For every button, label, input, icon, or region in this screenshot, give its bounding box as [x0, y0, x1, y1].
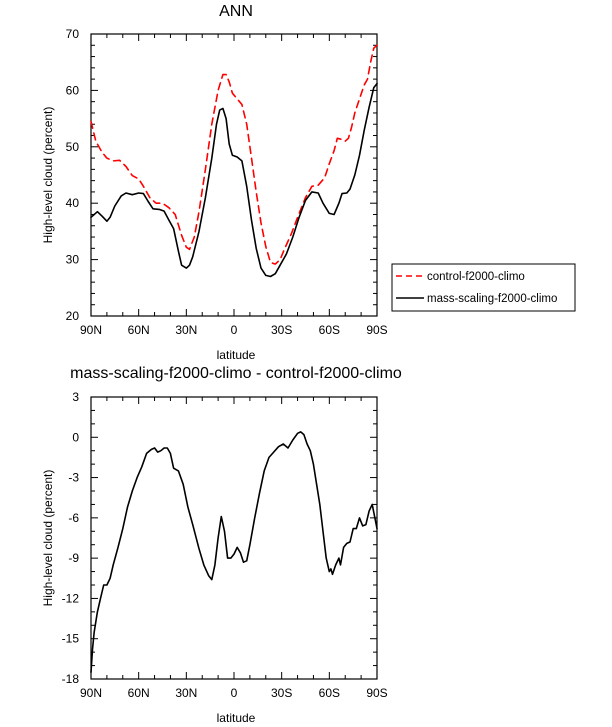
y-tick-label: 40 [66, 196, 80, 210]
y-tick-label: 60 [66, 83, 80, 97]
series-line-mass-scaling-f2000-climo [90, 82, 378, 278]
upper-chart-ylabel: High-level cloud (percent) [41, 107, 55, 244]
x-tick-label: 0 [231, 323, 238, 337]
x-tick-label: 30N [175, 686, 197, 700]
y-tick-label: 0 [72, 430, 79, 444]
lower-chart: mass-scaling-f2000-climo - control-f2000… [41, 365, 402, 725]
y-tick-label: -9 [68, 551, 79, 565]
x-tick-label: 60S [319, 686, 340, 700]
plot-frame [90, 33, 378, 317]
legend-label-control: control-f2000-climo [427, 271, 525, 283]
legend: control-f2000-climo mass-scaling-f2000-c… [391, 263, 576, 312]
x-tick-label: 30S [271, 686, 292, 700]
y-tick-label: 50 [66, 140, 80, 154]
x-tick-label: 90N [80, 323, 102, 337]
x-tick-label: 30N [175, 323, 197, 337]
x-tick-label: 90N [80, 686, 102, 700]
x-tick-label: 60N [128, 323, 150, 337]
y-tick-label: 30 [66, 253, 80, 267]
plot-frame [90, 396, 378, 680]
x-tick-label: 90S [366, 686, 387, 700]
x-tick-label: 90S [366, 323, 387, 337]
x-tick-label: 60N [128, 686, 150, 700]
y-tick-label: -18 [62, 672, 80, 686]
y-tick-label: 20 [66, 309, 80, 323]
lower-chart-xlabel: latitude [217, 711, 256, 725]
lower-chart-title: mass-scaling-f2000-climo - control-f2000… [70, 365, 402, 382]
upper-chart-title: ANN [219, 3, 253, 20]
legend-label-mass-scaling: mass-scaling-f2000-climo [427, 293, 557, 305]
legend-box [391, 263, 576, 312]
y-tick-label: 3 [72, 390, 79, 404]
y-tick-label: -3 [68, 471, 79, 485]
y-tick-label: -6 [68, 511, 79, 525]
lower-chart-ylabel: High-level cloud (percent) [41, 470, 55, 607]
x-tick-label: 30S [271, 323, 292, 337]
y-tick-label: 70 [66, 27, 80, 41]
upper-chart-xlabel: latitude [217, 348, 256, 362]
upper-chart: ANN latitude High-level cloud (percent) … [41, 3, 388, 362]
x-tick-label: 0 [231, 686, 238, 700]
y-tick-label: -12 [62, 591, 80, 605]
series-line-control-f2000-climo [90, 44, 378, 265]
x-tick-label: 60S [319, 323, 340, 337]
y-tick-label: -15 [62, 632, 80, 646]
difference-series-line [90, 431, 378, 674]
